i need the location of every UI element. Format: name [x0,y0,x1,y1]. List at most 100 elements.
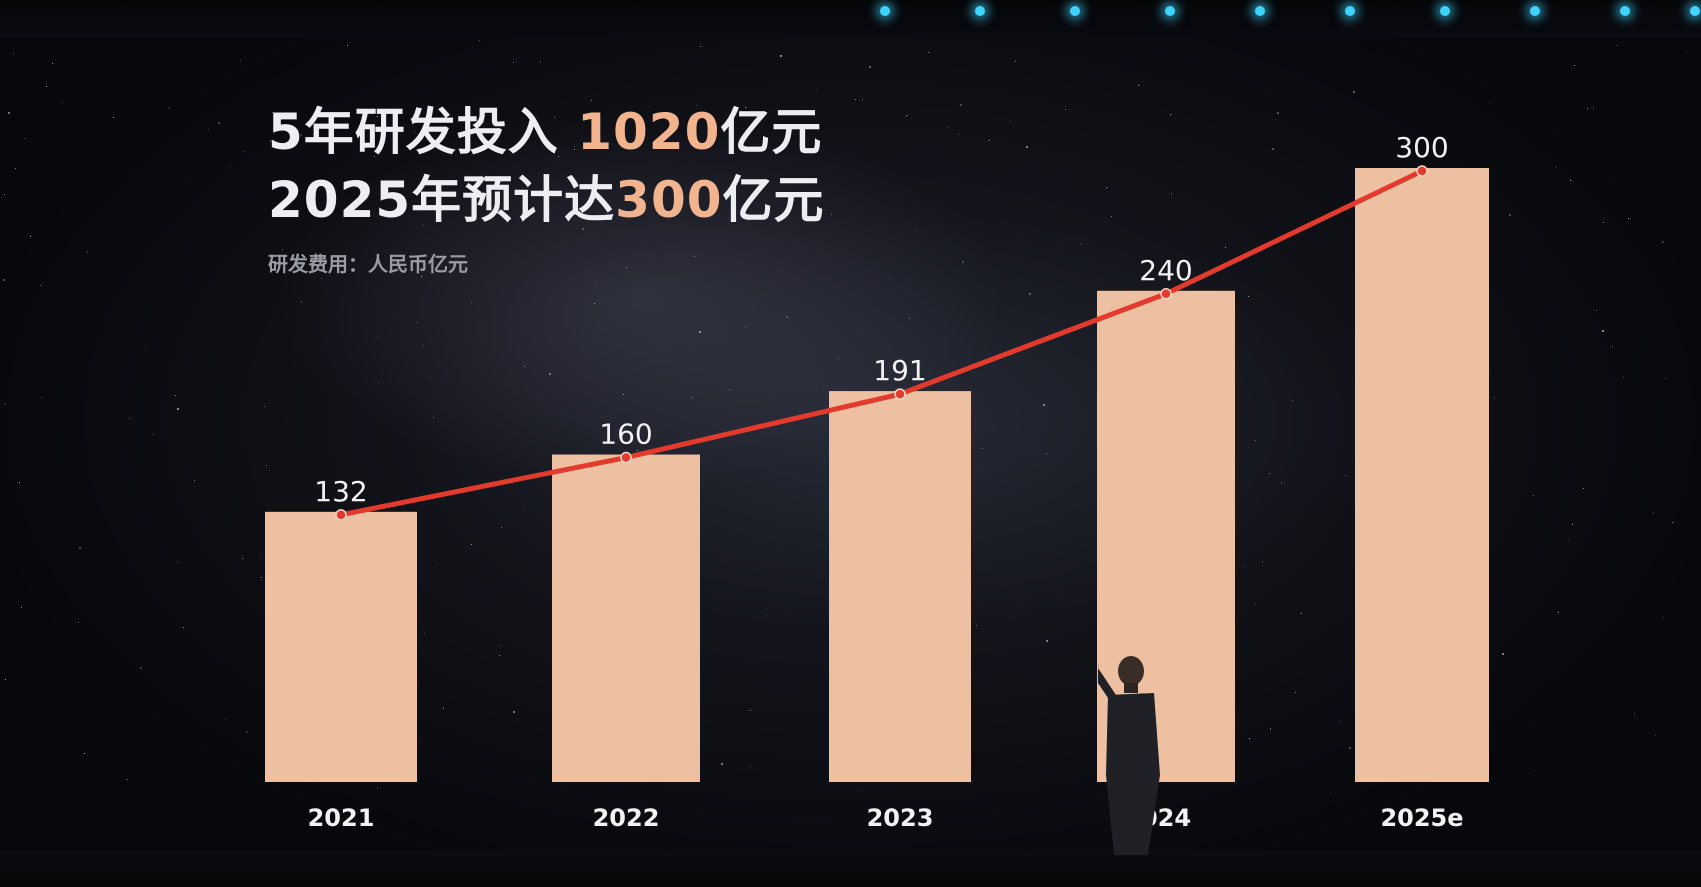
star [152,434,153,435]
headline-line-1-value: 1020 [577,103,721,161]
star [140,667,142,669]
star [540,62,541,63]
bar-2022 [552,454,700,782]
star [1277,112,1279,114]
star [471,302,472,303]
star [218,122,220,124]
star [414,132,415,133]
star [1270,728,1271,729]
trend-point-2025e [1416,165,1428,177]
bar-2025e [1355,168,1489,782]
star [869,66,871,68]
star [1281,482,1282,483]
star [501,527,502,528]
star [423,345,424,346]
star [5,679,6,680]
star [1010,120,1011,121]
star [1665,378,1666,379]
stage-light [1165,6,1175,16]
star [347,45,348,46]
star [1269,473,1270,474]
star [700,46,701,47]
star [301,301,302,302]
star [626,267,627,268]
star [436,564,437,565]
star [282,249,283,250]
star [183,627,184,628]
star [377,336,378,337]
star [3,279,5,281]
star [78,622,79,623]
star [1628,218,1629,219]
star [41,397,42,398]
star [855,99,856,100]
star [113,117,114,118]
star [374,156,375,157]
star [30,236,31,237]
star [1038,450,1039,451]
star [1662,241,1664,243]
star [433,417,434,418]
trend-point-2023 [894,388,906,400]
star [84,753,85,754]
star [1080,243,1081,244]
star [1634,713,1635,714]
star [225,718,226,719]
star [208,129,209,130]
star [63,102,64,103]
star [145,346,146,347]
star [479,40,480,41]
star [523,507,524,508]
star [694,256,695,257]
star [1616,45,1617,46]
star [982,448,983,449]
star [21,607,22,608]
x-tick-2022: 2022 [593,804,660,832]
star [424,633,425,634]
star [549,373,551,375]
star [1494,397,1495,398]
star [177,562,178,563]
stage-light [1345,6,1355,16]
star [595,283,596,284]
star [637,450,638,451]
star [230,165,231,166]
trend-point-2024 [1160,288,1172,300]
star [574,149,575,150]
star [766,615,767,616]
star [1529,773,1530,774]
headline-line-2-suffix: 亿元 [722,171,825,229]
star [928,52,929,53]
star [1015,61,1016,62]
star [388,211,389,212]
star [1602,330,1604,332]
stage-light [1530,6,1540,16]
star [1046,640,1048,642]
star [862,99,863,100]
star [1655,735,1656,736]
star [1111,216,1112,217]
star [482,121,484,123]
star [1587,108,1588,109]
star [1612,346,1613,347]
star [8,112,10,114]
data-label-2022: 160 [599,418,652,451]
star [750,766,751,767]
star [1572,524,1573,525]
star [823,388,824,389]
audience-band [0,850,1701,887]
star [300,134,302,136]
star [1596,310,1597,311]
star [1558,612,1559,613]
star [1349,747,1351,749]
star [168,107,169,108]
star [1295,692,1296,693]
star [1255,604,1256,605]
star [260,554,261,555]
star [52,63,53,64]
star [471,544,472,545]
star [906,115,907,116]
star [1249,738,1250,739]
star [1255,440,1256,441]
data-label-2025e: 300 [1395,131,1448,164]
